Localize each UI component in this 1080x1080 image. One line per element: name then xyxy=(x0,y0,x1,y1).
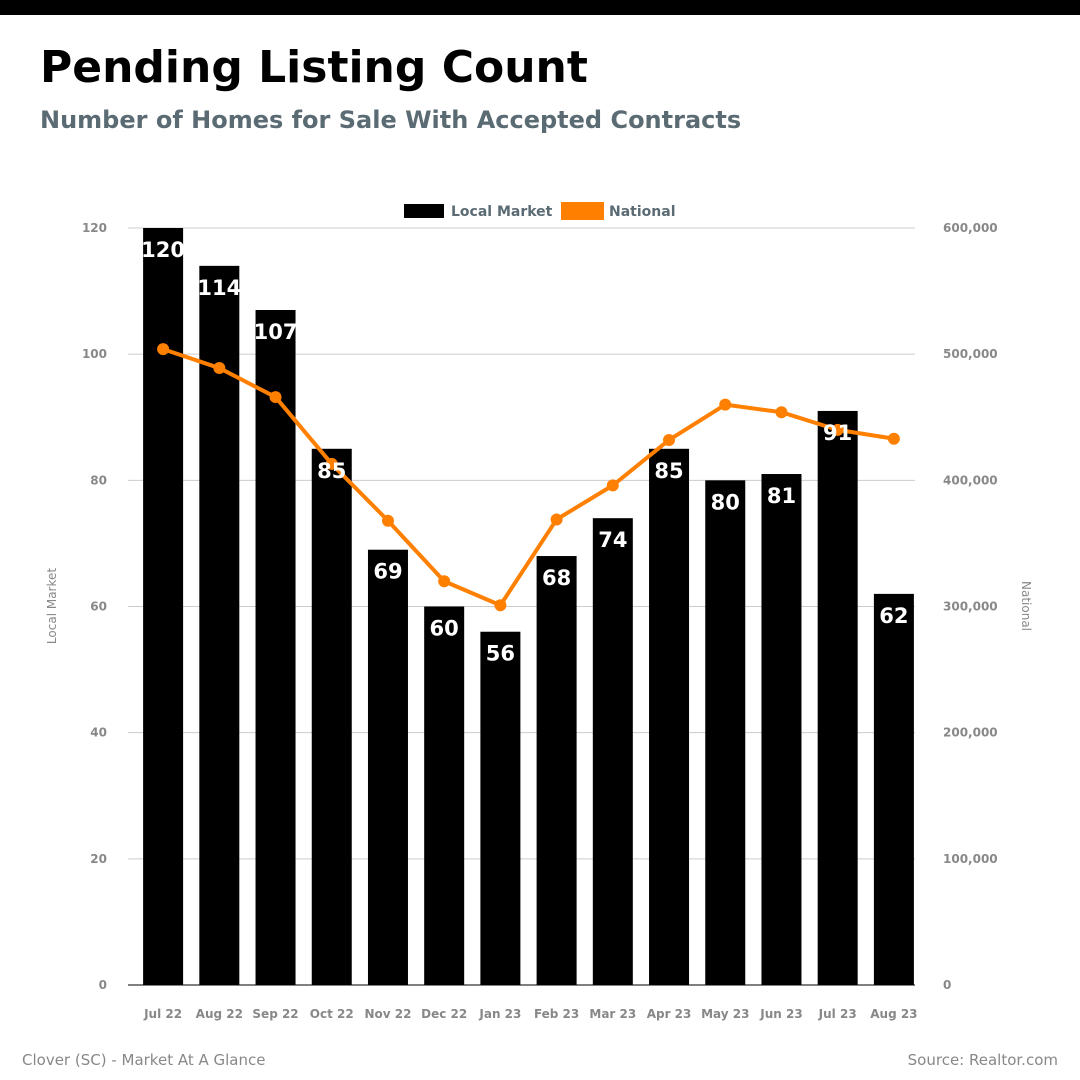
bar-data-label: 80 xyxy=(711,490,740,514)
bar-data-label: 62 xyxy=(879,604,908,628)
x-tick-label: Apr 23 xyxy=(647,1007,692,1021)
y2-tick-label: 300,000 xyxy=(943,600,998,614)
bar-data-label: 107 xyxy=(254,320,298,344)
bar-data-label: 74 xyxy=(598,528,627,552)
national-point xyxy=(550,513,563,526)
national-point xyxy=(325,457,338,470)
chart-area: 0 0 20 100,000 40 200,000 60 300,000 80 400,000 10… xyxy=(45,202,1033,1021)
bar xyxy=(761,474,802,985)
y2-tick-label: 200,000 xyxy=(943,726,998,740)
national-point xyxy=(606,479,619,492)
national-point xyxy=(831,423,844,436)
x-tick-label: Oct 22 xyxy=(310,1007,354,1021)
chart-title: Pending Listing Count xyxy=(40,42,588,93)
y2-tick-label: 100,000 xyxy=(943,852,998,866)
x-tick-label: Jul 22 xyxy=(143,1007,182,1021)
bar xyxy=(311,448,352,986)
x-tick-label: Aug 22 xyxy=(196,1007,243,1021)
y2-axis-title: National xyxy=(1019,581,1033,631)
national-point xyxy=(381,514,394,527)
y-tick-label: 0 xyxy=(99,978,107,992)
y-tick-label: 60 xyxy=(90,600,107,614)
x-tick-label: Jul 23 xyxy=(818,1007,857,1021)
national-point xyxy=(494,599,507,612)
top-bar xyxy=(0,0,1080,15)
bar xyxy=(873,593,914,985)
y-tick-label: 100 xyxy=(82,347,107,361)
bar xyxy=(199,265,240,986)
national-point xyxy=(213,362,226,375)
bar-data-label: 85 xyxy=(317,459,346,483)
bar xyxy=(705,480,746,985)
legend-swatch-local-market xyxy=(404,204,444,218)
bar-data-label: 85 xyxy=(654,459,683,483)
bar-data-label: 69 xyxy=(373,560,402,584)
bar-data-label: 81 xyxy=(767,484,796,508)
footer-source: Source: Realtor.com xyxy=(907,1051,1058,1069)
x-tick-label: Nov 22 xyxy=(364,1007,411,1021)
national-point xyxy=(269,391,282,404)
bar-data-label: 68 xyxy=(542,566,571,590)
national-point xyxy=(157,343,170,356)
bar xyxy=(536,556,577,985)
x-tick-label: Feb 23 xyxy=(534,1007,579,1021)
x-tick-label: Jan 23 xyxy=(478,1007,521,1021)
bar xyxy=(649,448,690,986)
footer-market-name: Clover (SC) - Market At A Glance xyxy=(22,1051,266,1069)
national-point xyxy=(663,433,676,446)
legend-swatch-national xyxy=(561,202,604,220)
bar-data-label: 114 xyxy=(197,276,241,300)
x-tick-label: Dec 22 xyxy=(421,1007,467,1021)
national-point xyxy=(775,406,788,419)
x-tick-label: Mar 23 xyxy=(589,1007,636,1021)
bar-data-label: 56 xyxy=(486,642,515,666)
national-point xyxy=(887,432,900,445)
bar xyxy=(255,310,296,986)
y2-tick-label: 400,000 xyxy=(943,473,998,487)
x-tick-label: Aug 23 xyxy=(870,1007,917,1021)
legend-label-national: National xyxy=(609,204,676,220)
y-tick-label: 80 xyxy=(90,473,107,487)
bar xyxy=(592,518,633,985)
bar xyxy=(143,228,184,985)
y-axis-title: Local Market xyxy=(45,568,59,644)
y2-tick-label: 600,000 xyxy=(943,221,998,235)
y2-tick-label: 0 xyxy=(943,978,951,992)
chart-subtitle: Number of Homes for Sale With Accepted C… xyxy=(40,106,742,134)
y-tick-label: 40 xyxy=(90,726,107,740)
y-tick-label: 20 xyxy=(90,852,107,866)
bar-data-label: 60 xyxy=(430,617,459,641)
national-point xyxy=(719,398,732,411)
national-line xyxy=(162,347,895,608)
y2-tick-label: 500,000 xyxy=(943,347,998,361)
national-point xyxy=(438,575,451,588)
x-tick-label: May 23 xyxy=(701,1007,749,1021)
bar xyxy=(817,410,858,986)
bar-data-label: 120 xyxy=(141,238,185,262)
x-tick-label: Jun 23 xyxy=(759,1007,802,1021)
x-tick-label: Sep 22 xyxy=(252,1007,298,1021)
bar-data-label: 91 xyxy=(823,421,852,445)
bar xyxy=(424,606,465,985)
bar xyxy=(480,631,521,985)
y-tick-label: 120 xyxy=(82,221,107,235)
legend-label-local-market: Local Market xyxy=(451,204,553,220)
bar xyxy=(367,549,408,985)
